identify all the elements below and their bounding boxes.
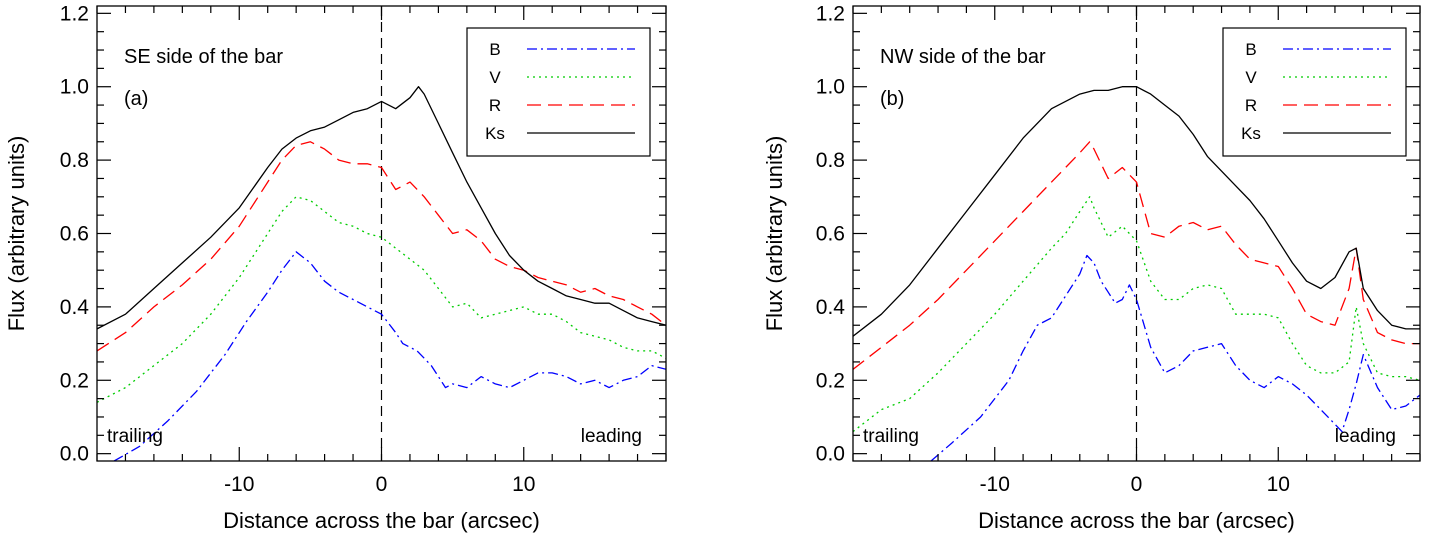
- y-tick-label: 0.2: [60, 369, 89, 392]
- y-tick-label: 0.8: [60, 149, 89, 172]
- series-line-b: [113, 251, 666, 461]
- chart-panel-1: -10 0 10 0.0 0.2 0.4 0.6 0.8 1.0 1.2 Distance acro…: [762, 2, 1421, 533]
- legend-entry-label: R: [1245, 96, 1257, 115]
- series-line-r: [853, 141, 1420, 370]
- panel-annotation: NW side of the bar: [880, 46, 1046, 68]
- legend-entry-label: B: [489, 40, 500, 59]
- y-tick-label: 0.6: [60, 223, 89, 246]
- corner-label-leading: leading: [1335, 426, 1396, 447]
- y-tick-label: 0.4: [60, 296, 90, 319]
- legend-entry-label: B: [1245, 40, 1256, 59]
- x-tick-label: 10: [1267, 473, 1290, 496]
- panel-label: (b): [880, 88, 904, 110]
- legend-entry-label: R: [489, 96, 501, 115]
- y-tick-label: 0.6: [816, 223, 845, 246]
- x-axis-label: Distance across the bar (arcsec): [978, 508, 1295, 533]
- y-axis-label: Flux (arbitrary units): [762, 136, 787, 332]
- series-line-v: [853, 196, 1420, 433]
- legend-entry-label: Ks: [485, 124, 505, 143]
- legend-entry-label: Ks: [1241, 124, 1261, 143]
- panel-label: (a): [124, 88, 148, 110]
- series-group: [853, 86, 1420, 461]
- y-tick-label: 0.0: [60, 443, 89, 466]
- x-tick-label: -10: [224, 473, 254, 496]
- corner-label-leading: leading: [581, 426, 642, 447]
- series-line-ks: [97, 86, 666, 330]
- x-tick-label: 0: [1131, 473, 1143, 496]
- series-line-ks: [853, 86, 1420, 337]
- series-group: [97, 86, 666, 461]
- y-tick-label: 1.2: [60, 2, 89, 25]
- x-axis-label: Distance across the bar (arcsec): [223, 508, 540, 533]
- y-tick-label: 0.8: [816, 149, 845, 172]
- corner-label-trailing: trailing: [107, 426, 163, 447]
- legend-entry-label: V: [489, 68, 501, 87]
- legend-box: [466, 27, 651, 157]
- chart-panel-0: -10 0 10 0.0 0.2 0.4 0.6 0.8 1.0 1.2 Distance acro…: [4, 2, 667, 533]
- legend-box: [1222, 27, 1407, 157]
- series-line-b: [930, 254, 1420, 461]
- y-tick-label: 1.2: [816, 2, 845, 25]
- x-tick-label: 0: [376, 473, 388, 496]
- corner-label-trailing: trailing: [863, 426, 919, 447]
- y-axis-label: Flux (arbitrary units): [4, 136, 29, 332]
- legend: BVR Ks: [1222, 27, 1407, 157]
- y-tick-label: 0.0: [816, 443, 845, 466]
- x-tick-label: 10: [512, 473, 535, 496]
- y-tick-label: 0.4: [816, 296, 846, 319]
- y-tick-label: 1.0: [816, 76, 845, 99]
- series-line-r: [97, 141, 666, 352]
- x-tick-label: -10: [980, 473, 1010, 496]
- panel-annotation: SE side of the bar: [124, 46, 283, 68]
- y-tick-label: 1.0: [60, 76, 89, 99]
- legend: BVR Ks: [466, 27, 651, 157]
- y-tick-label: 0.2: [816, 369, 845, 392]
- legend-entry-label: V: [1245, 68, 1257, 87]
